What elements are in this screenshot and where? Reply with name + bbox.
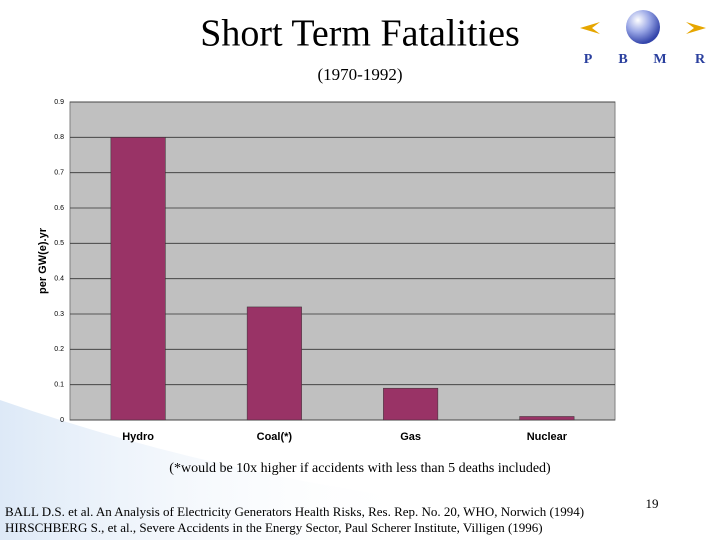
logo-chevron — [686, 22, 706, 34]
y-tick-label: 0.9 — [54, 99, 64, 106]
y-tick-label: 0.5 — [54, 240, 64, 247]
logo — [580, 10, 706, 44]
bar — [519, 416, 575, 421]
logo-letter: B — [618, 52, 627, 67]
y-tick-label: 0.2 — [54, 346, 64, 353]
logo-letter: P — [584, 52, 593, 67]
y-tick-label: 0.8 — [54, 134, 64, 141]
chart-subtitle: (1970-1992) — [318, 65, 403, 84]
y-axis-label: per GW(e).yr — [37, 227, 49, 294]
y-tick-label: 0.4 — [54, 276, 64, 283]
x-tick-label: Hydro — [122, 431, 154, 443]
y-tick-label: 0.7 — [54, 170, 64, 177]
x-tick-label: Coal(*) — [257, 431, 293, 443]
logo-chevron — [580, 22, 600, 34]
logo-letter: M — [653, 52, 666, 67]
y-tick-label: 0.3 — [54, 311, 64, 318]
page-number: 19 — [646, 496, 659, 511]
y-tick-label: 0 — [60, 417, 64, 424]
x-tick-label: Nuclear — [527, 431, 568, 443]
logo-letter: R — [695, 52, 706, 67]
chart-title: Short Term Fatalities — [200, 13, 520, 55]
y-tick-label: 0.6 — [54, 205, 64, 212]
reference: HIRSCHBERG S., et al., Severe Accidents … — [5, 520, 543, 535]
logo-sphere — [626, 10, 660, 44]
y-tick-label: 0.1 — [54, 382, 64, 389]
background-swoosh — [0, 400, 420, 540]
bar — [383, 387, 439, 421]
bar — [246, 306, 302, 421]
reference: BALL D.S. et al. An Analysis of Electric… — [5, 504, 584, 519]
bar — [110, 137, 166, 421]
footnote: (*would be 10x higher if accidents with … — [169, 461, 551, 476]
x-tick-label: Gas — [400, 431, 421, 443]
